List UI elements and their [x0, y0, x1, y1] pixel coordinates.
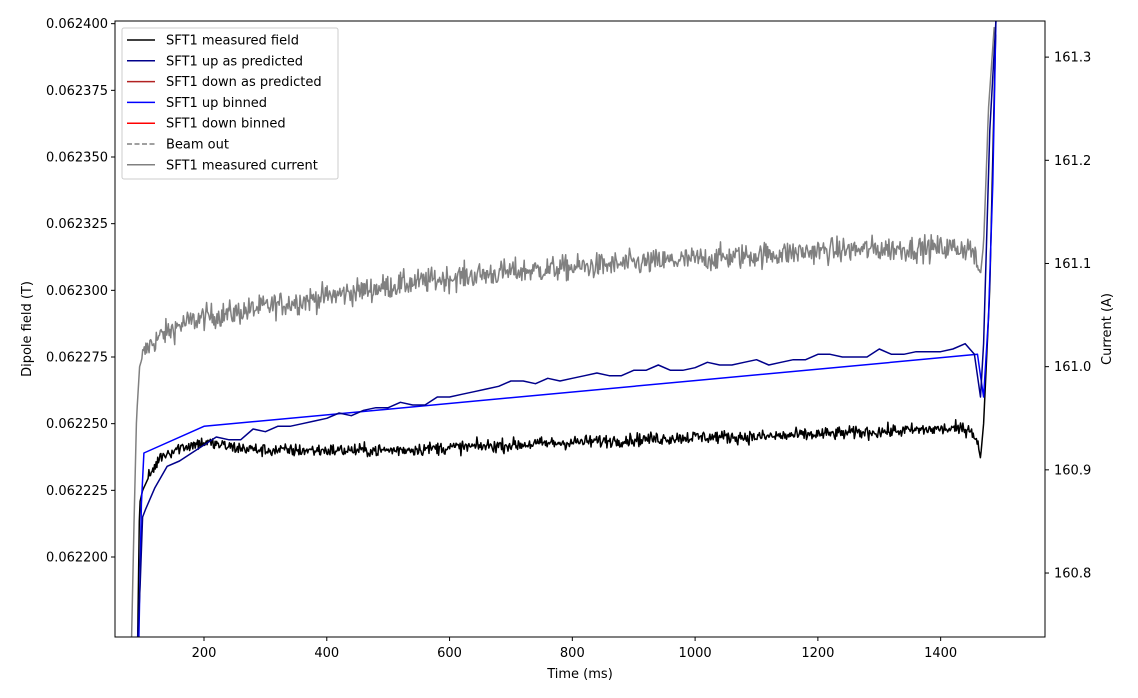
legend-label: SFT1 up binned [166, 96, 267, 111]
legend-label: SFT1 down as predicted [166, 75, 322, 90]
y-axis-left-label: Dipole field (T) [20, 281, 35, 377]
series-line-sft1-measured-current [130, 27, 995, 637]
y-left-tick-label: 0.062375 [46, 84, 108, 99]
x-axis: 200 400 600 800 1000 1200 1400 [192, 637, 957, 661]
y-left-tick-label: 0.062300 [46, 284, 108, 299]
series-line-sft1-up-as-predicted [136, 21, 997, 637]
y-right-tick-label: 161.0 [1054, 360, 1091, 375]
y-axis-right-label: Current (A) [1100, 293, 1115, 365]
x-tick-label: 1200 [801, 646, 834, 661]
y-right-tick-label: 160.8 [1054, 567, 1091, 582]
series-layer [130, 21, 997, 637]
series-line-sft1-up-binned [138, 21, 997, 637]
legend-label: SFT1 measured field [166, 34, 299, 49]
legend-label: SFT1 down binned [166, 117, 286, 132]
y-left-tick-label: 0.062225 [46, 484, 108, 499]
y-left-tick-label: 0.062325 [46, 217, 108, 232]
legend-box [121, 27, 339, 180]
series-line-sft1-measured-field [136, 34, 997, 637]
y-right-tick-label: 161.3 [1054, 51, 1091, 66]
y-right-tick-label: 161.1 [1054, 257, 1091, 272]
plot-frame [114, 20, 1046, 638]
x-axis-label: Time (ms) [546, 667, 613, 682]
legend-label: Beam out [166, 138, 229, 153]
y-axis-left: 0.062200 0.062225 0.062250 0.062275 0.062300… [46, 17, 115, 566]
y-left-tick-label: 0.062200 [46, 551, 108, 566]
legend: SFT1 measured field SFT1 up as predicted S… [121, 27, 339, 180]
y-axis-right: 160.8 160.9 161.0 161.1 161.2 161.3 [1045, 51, 1091, 582]
legend-label: SFT1 measured current [166, 158, 318, 173]
x-tick-label: 200 [192, 646, 217, 661]
y-left-tick-label: 0.062350 [46, 151, 108, 166]
y-left-tick-label: 0.062400 [46, 17, 108, 32]
y-left-tick-label: 0.062275 [46, 351, 108, 366]
x-tick-label: 1400 [924, 646, 957, 661]
x-tick-label: 800 [560, 646, 585, 661]
y-left-tick-label: 0.062250 [46, 417, 108, 432]
x-tick-label: 600 [437, 646, 462, 661]
x-tick-label: 1000 [679, 646, 712, 661]
y-right-tick-label: 161.2 [1054, 154, 1091, 169]
y-right-tick-label: 160.9 [1054, 463, 1091, 478]
legend-label: SFT1 up as predicted [166, 54, 303, 69]
x-tick-label: 400 [314, 646, 339, 661]
